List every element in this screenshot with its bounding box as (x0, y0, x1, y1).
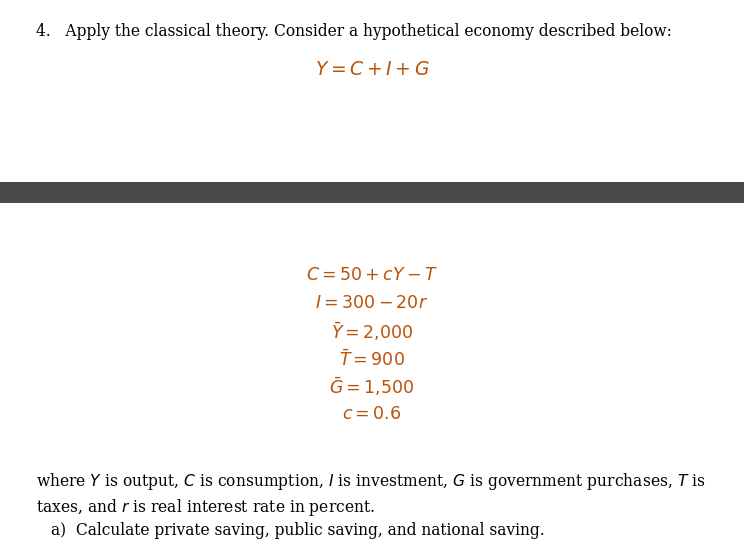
Text: $\bar{Y} = 2{,}000$: $\bar{Y} = 2{,}000$ (331, 320, 413, 343)
Text: taxes, and $r$ is real interest rate in percent.: taxes, and $r$ is real interest rate in … (36, 497, 375, 518)
Text: $Y = C + I + G$: $Y = C + I + G$ (315, 61, 429, 79)
Text: 4.   Apply the classical theory. Consider a hypothetical economy described below: 4. Apply the classical theory. Consider … (36, 23, 672, 41)
Text: $\bar{G} = 1{,}500$: $\bar{G} = 1{,}500$ (330, 376, 414, 398)
Text: where $Y$ is output, $C$ is consumption, $I$ is investment, $G$ is government pu: where $Y$ is output, $C$ is consumption,… (36, 471, 705, 492)
Text: $c = 0.6$: $c = 0.6$ (342, 407, 402, 423)
Text: $\bar{T} = 900$: $\bar{T} = 900$ (339, 349, 405, 369)
Text: a)  Calculate private saving, public saving, and national saving.: a) Calculate private saving, public savi… (51, 522, 545, 540)
Text: $I = 300 - 20r$: $I = 300 - 20r$ (315, 295, 429, 312)
Text: $C = 50 + cY - T$: $C = 50 + cY - T$ (306, 267, 438, 284)
Bar (0, 182, 744, 203)
